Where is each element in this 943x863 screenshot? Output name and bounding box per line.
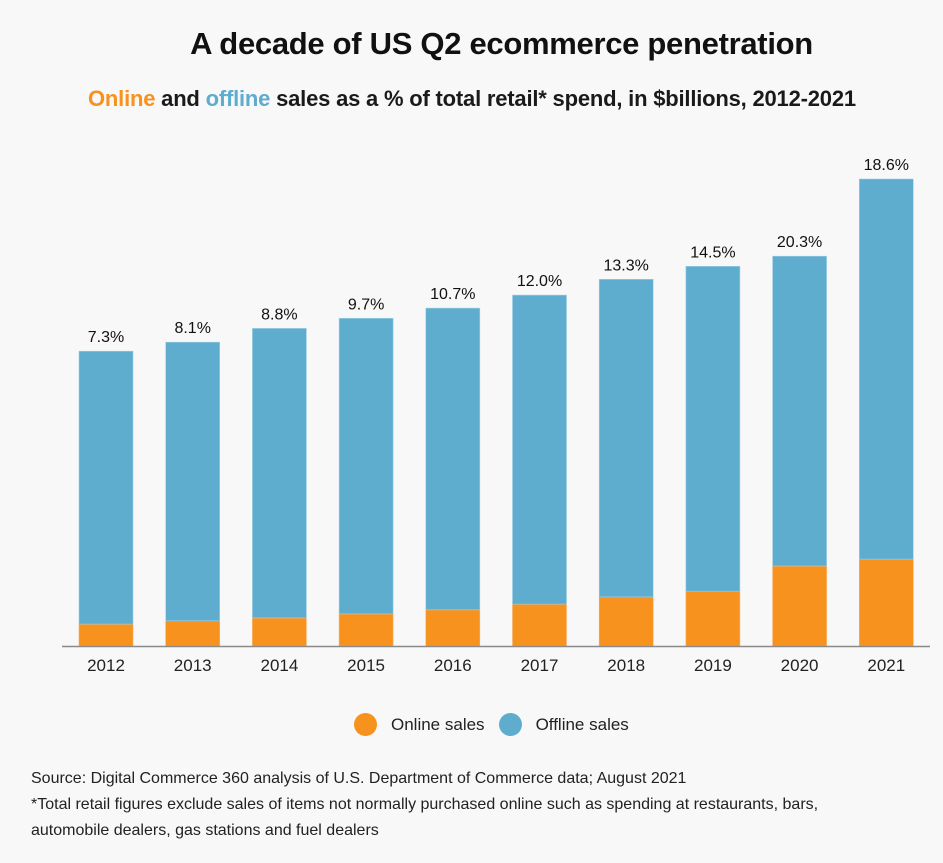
bar-online-2014 xyxy=(252,617,307,647)
source-note: Source: Digital Commerce 360 analysis of… xyxy=(31,770,687,787)
data-label-2016: 10.7% xyxy=(430,286,475,303)
bar-offline-2018 xyxy=(598,278,654,598)
x-tick-labels-group: 2012 2013 2014 2015 2016 2017 2018 2019 2020 2021 xyxy=(87,656,905,675)
legend-offline-swatch-icon xyxy=(498,713,522,736)
bar-offline-2013 xyxy=(165,341,220,622)
subtitle-rest: sales as a % of total retail* spend, in … xyxy=(270,86,856,111)
bar-online-2016 xyxy=(425,609,481,647)
bar-offline-2015 xyxy=(338,317,394,615)
data-label-2013: 8.1% xyxy=(174,320,210,337)
bar-online-2018 xyxy=(598,596,654,647)
x-tick-label-2020: 2020 xyxy=(781,656,819,675)
data-labels-group: 7.3% 8.1% 8.8% 9.7% 10.7% 12.0% 13.3% 14.5% 20.3… xyxy=(88,157,909,346)
chart-footer: Source: Digital Commerce 360 analysis of… xyxy=(31,766,936,844)
data-label-2015: 9.7% xyxy=(348,296,384,313)
chart-subtitle: Online and offline sales as a % of total… xyxy=(88,86,856,112)
footnote-line-2: automobile dealers, gas stations and fue… xyxy=(31,822,379,839)
bar-offline-2017 xyxy=(512,294,567,605)
bar-online-2012 xyxy=(78,623,134,647)
bar-online-2015 xyxy=(338,613,394,647)
bar-chart: 7.3% 8.1% 8.8% 9.7% 10.7% 12.0% 13.3% 14.5% 20.3… xyxy=(62,157,930,675)
bar-offline-2012 xyxy=(78,350,134,625)
x-tick-label-2012: 2012 xyxy=(87,656,125,675)
x-tick-label-2016: 2016 xyxy=(434,656,472,675)
bar-online-2020 xyxy=(772,565,827,647)
data-label-2012: 7.3% xyxy=(88,329,124,346)
data-label-2018: 13.3% xyxy=(604,257,649,274)
data-label-2019: 14.5% xyxy=(690,244,735,261)
legend-online-swatch-icon xyxy=(354,713,377,736)
subtitle-online-word: Online xyxy=(88,86,156,111)
x-tick-label-2018: 2018 xyxy=(607,656,645,675)
legend-offline-label: Offline sales xyxy=(535,714,629,734)
bar-online-2017 xyxy=(512,603,567,647)
x-tick-label-2021: 2021 xyxy=(867,656,905,675)
data-label-2014: 8.8% xyxy=(261,306,297,323)
subtitle-offline-word: offline xyxy=(205,86,271,111)
x-tick-label-2014: 2014 xyxy=(260,656,298,675)
bar-online-2021 xyxy=(858,558,914,647)
bar-offline-2021 xyxy=(858,178,914,560)
bar-offline-2019 xyxy=(685,265,741,592)
data-label-2017: 12.0% xyxy=(517,273,562,290)
chart-title: A decade of US Q2 ecommerce penetration xyxy=(190,26,813,61)
bar-online-2019 xyxy=(685,590,741,647)
x-tick-label-2019: 2019 xyxy=(694,656,732,675)
data-label-2020: 20.3% xyxy=(777,234,822,251)
footnote-line-1: *Total retail figures exclude sales of i… xyxy=(31,796,819,813)
legend-item-online[interactable]: Online sales xyxy=(354,713,485,736)
bar-online-2013 xyxy=(165,620,220,647)
legend-online-label: Online sales xyxy=(391,714,485,734)
bar-offline-2014 xyxy=(252,328,307,619)
bar-offline-2016 xyxy=(425,307,481,611)
bars-group xyxy=(78,178,914,647)
x-tick-label-2017: 2017 xyxy=(521,656,559,675)
legend: Online sales Offline sales xyxy=(354,713,643,736)
x-tick-label-2013: 2013 xyxy=(174,656,212,675)
legend-item-offline[interactable]: Offline sales xyxy=(498,713,629,736)
data-label-2021: 18.6% xyxy=(864,157,909,174)
x-tick-label-2015: 2015 xyxy=(347,656,385,675)
subtitle-connector: and xyxy=(155,86,206,111)
bar-offline-2020 xyxy=(772,255,827,567)
